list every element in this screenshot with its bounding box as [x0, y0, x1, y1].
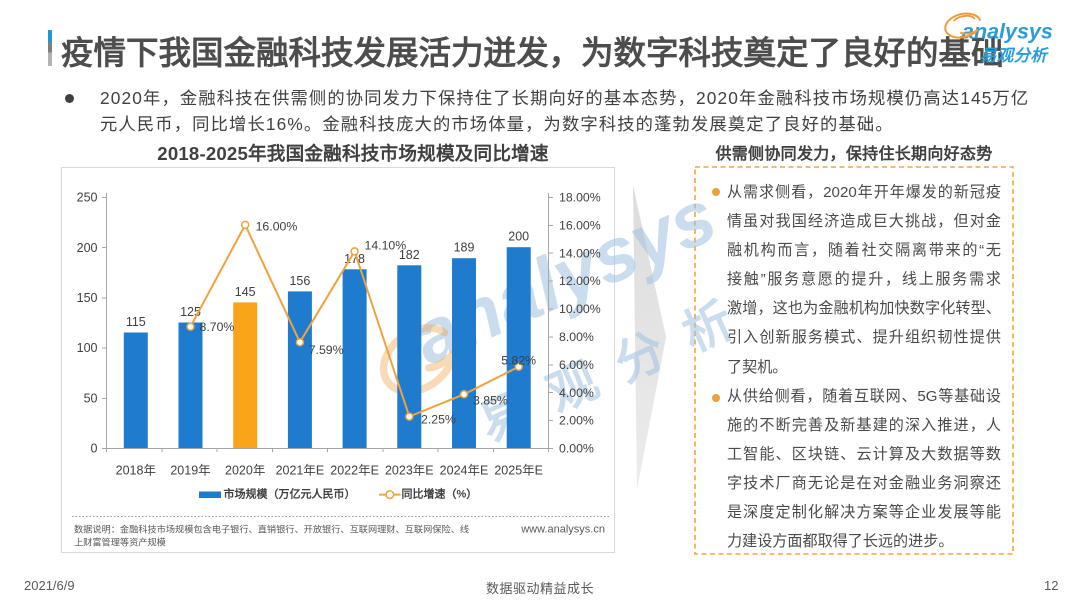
svg-text:5.82%: 5.82%	[501, 354, 536, 368]
svg-text:16.00%: 16.00%	[256, 220, 298, 234]
svg-text:上财富管理等资产规模: 上财富管理等资产规模	[74, 537, 166, 548]
svg-text:6.00%: 6.00%	[559, 358, 594, 372]
svg-text:10.00%: 10.00%	[559, 302, 601, 316]
svg-text:250: 250	[77, 191, 98, 205]
svg-text:115: 115	[126, 315, 146, 329]
svg-text:2.25%: 2.25%	[421, 413, 456, 427]
svg-text:2022年E: 2022年E	[330, 464, 379, 478]
svg-text:8.70%: 8.70%	[200, 320, 235, 334]
svg-text:2018年: 2018年	[116, 464, 156, 478]
svg-text:0.00%: 0.00%	[559, 442, 594, 456]
svg-text:8.00%: 8.00%	[559, 330, 594, 344]
svg-text:4.00%: 4.00%	[559, 386, 594, 400]
svg-text:数据说明：金融科技市场规模包含电子银行、直销银行、开放银行、: 数据说明：金融科技市场规模包含电子银行、直销银行、开放银行、互联网理财、互联网保…	[74, 524, 469, 535]
svg-text:7.59%: 7.59%	[309, 343, 344, 357]
svg-text:145: 145	[235, 285, 256, 299]
svg-text:200: 200	[508, 230, 529, 244]
svg-text:100: 100	[77, 341, 98, 355]
svg-text:2021年E: 2021年E	[276, 464, 325, 478]
svg-text:2020年: 2020年	[225, 464, 265, 478]
svg-text:2019年: 2019年	[170, 464, 210, 478]
svg-text:16.00%: 16.00%	[559, 218, 601, 232]
svg-text:200: 200	[77, 241, 98, 255]
svg-text:2025年E: 2025年E	[494, 464, 543, 478]
svg-text:www.analysys.cn: www.analysys.cn	[520, 524, 605, 536]
svg-text:2.00%: 2.00%	[559, 414, 594, 428]
svg-text:189: 189	[454, 241, 475, 255]
svg-text:3.85%: 3.85%	[473, 394, 508, 408]
svg-text:12.00%: 12.00%	[559, 274, 601, 288]
svg-text:市场规模（万亿元人民币）: 市场规模（万亿元人民币）	[224, 487, 356, 501]
svg-text:2023年E: 2023年E	[385, 464, 434, 478]
svg-text:0: 0	[91, 442, 98, 456]
svg-text:2024年E: 2024年E	[440, 464, 489, 478]
svg-text:156: 156	[289, 274, 310, 288]
svg-text:同比增速（%）: 同比增速（%）	[402, 487, 478, 501]
svg-text:14.00%: 14.00%	[559, 246, 601, 260]
svg-text:150: 150	[77, 291, 98, 305]
svg-text:14.10%: 14.10%	[365, 238, 407, 252]
svg-text:易观分析: 易观分析	[980, 46, 1049, 65]
svg-text:50: 50	[84, 391, 98, 405]
svg-text:18.00%: 18.00%	[559, 191, 601, 205]
svg-text:178: 178	[344, 252, 365, 266]
svg-text:182: 182	[399, 248, 420, 262]
